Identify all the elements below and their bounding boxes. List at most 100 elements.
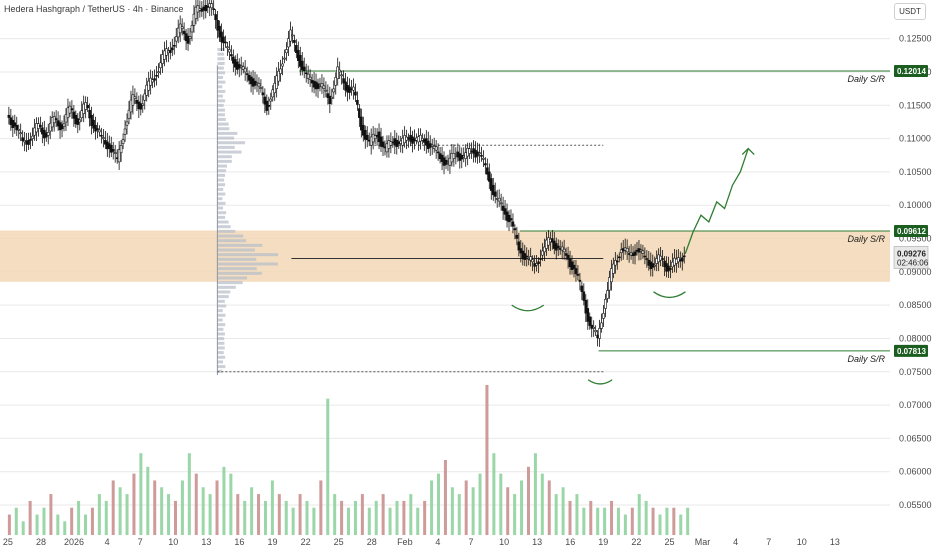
date-tick-19: 22 <box>631 537 641 547</box>
price-tick-12: 0.06500 <box>899 433 932 443</box>
candle-body-62-0 <box>488 171 491 182</box>
candle-body-64-0 <box>503 208 507 215</box>
price-tick-7: 0.09000 <box>899 267 932 277</box>
currency-button[interactable]: USDT <box>894 3 926 20</box>
candle-body-40-3 <box>320 83 324 88</box>
candle-body-19-3 <box>155 74 158 77</box>
profile-bar-49 <box>217 141 246 145</box>
volume-bar-97 <box>679 514 683 535</box>
candle-body-16-2 <box>129 99 133 113</box>
price-axis[interactable]: 0.125000.120000.115000.110000.105000.100… <box>893 34 932 510</box>
candle-body-76-3 <box>604 299 607 309</box>
date-tick-21: Mar <box>695 537 711 547</box>
candle-body-69-0 <box>543 246 546 253</box>
volume-bar-78 <box>547 480 551 535</box>
profile-bar-20 <box>217 276 248 280</box>
volume-bar-41 <box>291 507 295 535</box>
candle-body-80-2 <box>633 251 637 256</box>
candle-body-17-0 <box>133 96 137 99</box>
date-axis[interactable]: 25 28 2026 4 7 10 13 16 19 22 25 28 Feb 4 7 10 13 16 19 22 2… <box>3 537 840 547</box>
volume-bar-26 <box>187 453 191 535</box>
profile-bar-10 <box>217 323 226 327</box>
candle-body-31-1 <box>245 73 249 75</box>
volume-bar-42 <box>298 494 302 535</box>
candle-body-45-3 <box>360 116 363 131</box>
candle-body-46-1 <box>363 129 367 140</box>
candle-body-73-0 <box>574 268 578 275</box>
candle-body-8-0 <box>62 123 66 127</box>
volume-bar-55 <box>388 507 392 535</box>
candle-body-28-3 <box>226 46 229 49</box>
candle-body-37-1 <box>293 40 296 43</box>
volume-bar-4 <box>35 514 39 535</box>
candle-body-9-0 <box>70 108 74 111</box>
candle-body-43-0 <box>338 69 341 73</box>
price-tick-4: 0.10500 <box>899 167 932 177</box>
candle-body-38-2 <box>302 66 306 71</box>
volume-bar-3 <box>28 500 32 535</box>
candle-body-62-2 <box>491 184 495 196</box>
profile-bar-8 <box>217 332 225 336</box>
profile-bar-48 <box>217 145 235 149</box>
volume-bar-74 <box>520 480 524 535</box>
level-lines: Daily S/R Daily S/R Daily S/R <box>299 70 890 364</box>
profile-bar-21 <box>217 271 262 275</box>
volume-bar-28 <box>201 487 205 535</box>
volume-bar-69 <box>485 385 489 535</box>
volume-bar-46 <box>326 398 330 535</box>
profile-bar-35 <box>217 206 224 210</box>
candle-body-74-0 <box>582 291 586 301</box>
volume-bar-1 <box>14 507 18 535</box>
candle-body-70-0 <box>551 238 554 243</box>
candle-body-30-3 <box>241 66 245 70</box>
volume-bar-45 <box>319 480 323 535</box>
volume-bar-91 <box>637 494 641 535</box>
volume-bar-77 <box>540 473 544 535</box>
candle-body-68-1 <box>537 261 540 264</box>
price-tick-9: 0.08000 <box>899 333 932 343</box>
candle-body-83-3 <box>659 255 662 261</box>
date-tick-14: 7 <box>468 537 473 547</box>
candle-body-23-3 <box>186 35 190 44</box>
candle-body-66-3 <box>525 255 529 258</box>
candle-body-79-2 <box>625 248 629 253</box>
candle-body-14-2 <box>113 152 117 154</box>
candle-body-78-2 <box>617 256 621 259</box>
profile-bar-54 <box>217 117 226 121</box>
date-tick-17: 16 <box>565 537 575 547</box>
profile-bar-13 <box>217 309 223 313</box>
profile-bar-50 <box>217 136 235 140</box>
profile-bar-12 <box>217 313 226 317</box>
volume-bar-25 <box>180 480 184 535</box>
profile-bar-43 <box>217 169 226 173</box>
candle-body-12-1 <box>96 128 99 130</box>
candle-body-24-2 <box>192 13 196 26</box>
candle-body-77-1 <box>608 277 611 291</box>
chart-title: Hedera Hashgraph / TetherUS · 4h · Binan… <box>4 4 184 14</box>
candle-body-73-2 <box>578 279 582 282</box>
volume-bar-60 <box>423 500 427 535</box>
volume-bar-57 <box>402 500 406 535</box>
volume-bar-12 <box>90 507 94 535</box>
pattern-arc-1 <box>587 379 613 385</box>
volume-bar-2 <box>21 521 25 535</box>
level-badge-text-1: 0.09612 <box>897 227 926 236</box>
volume-bar-53 <box>374 500 378 535</box>
profile-bar-61 <box>217 85 223 89</box>
price-tick-11: 0.07000 <box>899 400 932 410</box>
price-candles <box>7 0 686 347</box>
candle-body-68-3 <box>541 250 544 256</box>
candle-body-76-2 <box>602 313 605 319</box>
date-tick-16: 13 <box>532 537 542 547</box>
date-tick-12: Feb <box>397 537 413 547</box>
profile-bar-9 <box>217 327 224 331</box>
profile-bar-7 <box>217 337 225 341</box>
candle-body-33-1 <box>261 92 265 96</box>
candle-body-22-0 <box>172 45 176 47</box>
candle-body-38-3 <box>304 72 308 75</box>
profile-bar-53 <box>217 122 229 126</box>
countdown-text: 02:46:06 <box>897 258 929 267</box>
candle-body-65-1 <box>513 228 517 231</box>
